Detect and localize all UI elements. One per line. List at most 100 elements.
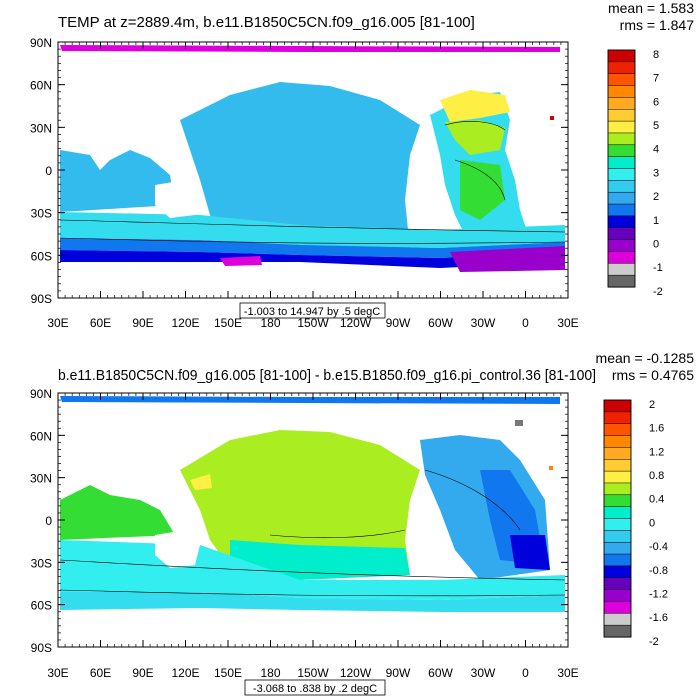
p1-southern-band-2 <box>60 238 565 258</box>
colorbar-swatch <box>603 470 632 484</box>
p1-indian-ocean <box>60 150 175 212</box>
colorbar-label: 6 <box>653 96 659 108</box>
lon-tick-label: 30W <box>471 666 496 680</box>
panel-2-axes: 90N 60N 30N 0 30S 60S 90S 30E 60E 90E 120E 150E 180 1… <box>30 387 579 680</box>
p2-contour-3 <box>424 469 521 531</box>
colorbar-label: 0.8 <box>649 470 664 482</box>
p2-land-southamerica <box>410 505 445 575</box>
p1-north-atlantic-green <box>445 120 505 155</box>
colorbar-swatch <box>607 251 636 264</box>
p2-southern-band-2 <box>60 592 565 612</box>
colorbar-swatch <box>603 447 632 460</box>
colorbar-swatch <box>603 624 632 638</box>
colorbar-label: -2 <box>649 636 659 648</box>
panel-2-rms: rms = 0.4765 <box>612 367 694 383</box>
colorbar-swatch <box>603 565 632 579</box>
lon-tick-label: 60E <box>90 316 111 330</box>
lon-tick-label: 0 <box>522 316 529 330</box>
colorbar-swatch <box>607 132 636 146</box>
colorbar-swatch <box>603 399 632 413</box>
lon-tick-label: 180 <box>260 666 280 680</box>
colorbar-swatch <box>607 215 636 229</box>
p1-ross-magenta <box>220 256 262 266</box>
colorbar-label: 1 <box>653 215 659 227</box>
colorbar-label: -1.6 <box>649 612 668 624</box>
p2-gray-spot <box>515 420 523 426</box>
panel-2-title: b.e11.B1850C5CN.f09_g16.005 [81-100] - b… <box>58 367 596 384</box>
lon-tick-label: 30W <box>471 316 496 330</box>
panel-2-colorbar: 2 1.6 1.2 0.8 0.4 0 -0.4 -0.8 -1.2 -1.6 -2 <box>603 399 668 648</box>
lat-tick-label: 90N <box>30 387 52 401</box>
panel-1-axes: 90N 60N 30N 0 30S 60S 90S 30E 60E 90E 120E 150E 180 1… <box>30 36 579 330</box>
colorbar-swatch <box>607 180 636 193</box>
lon-tick-label: 30E <box>47 316 68 330</box>
colorbar-label: -0.8 <box>649 565 668 577</box>
lat-tick-label: 30S <box>31 207 52 221</box>
lon-tick-label: 150W <box>297 666 329 680</box>
colorbar-swatch <box>603 423 632 437</box>
p2-contour-1 <box>59 559 566 581</box>
lat-tick-label: 60S <box>31 599 52 613</box>
p1-contour-2 <box>59 237 566 244</box>
lon-tick-label: 120E <box>171 666 199 680</box>
p1-southern-band-3 <box>60 250 565 268</box>
panel-1-range-box <box>239 302 386 319</box>
colorbar-label: 0 <box>649 517 655 529</box>
lat-tick-label: 0 <box>45 514 52 528</box>
lon-tick-label: 90W <box>386 316 411 330</box>
colorbar-label: 8 <box>653 49 659 61</box>
lon-tick-label: 30E <box>557 316 578 330</box>
lon-tick-label: 60W <box>428 666 453 680</box>
colorbar-swatch <box>603 518 632 531</box>
p2-arctic-strip <box>60 396 560 404</box>
p2-contour-4 <box>269 529 406 539</box>
colorbar-swatch <box>607 144 636 158</box>
panel-2-range-label: -3.068 to .838 by .2 degC <box>253 683 377 695</box>
lat-tick-label: 60S <box>31 249 52 263</box>
lon-tick-label: 120W <box>340 316 372 330</box>
p1-contour-4 <box>454 159 506 201</box>
p1-southern-band-1 <box>60 212 565 248</box>
colorbar-frame <box>603 399 632 638</box>
colorbar-swatch <box>607 156 636 170</box>
lon-tick-label: 0 <box>522 666 529 680</box>
colorbar-frame <box>607 49 636 288</box>
p2-land-australia <box>155 530 200 568</box>
colorbar-swatch <box>607 109 636 122</box>
colorbar-swatch <box>603 411 632 425</box>
colorbar-swatch <box>603 553 632 567</box>
colorbar-label: 0 <box>653 238 659 250</box>
p1-north-atlantic-yellow <box>440 90 510 122</box>
colorbar-label: 2 <box>649 399 655 411</box>
colorbar-swatch <box>603 530 632 543</box>
lat-tick-label: 90N <box>30 36 52 50</box>
panel-1-rms: rms = 1.847 <box>620 17 695 33</box>
colorbar-label: 7 <box>653 73 659 85</box>
lat-tick-label: 60N <box>30 429 52 443</box>
colorbar-swatch <box>603 482 632 496</box>
colorbar-swatch <box>603 613 632 626</box>
colorbar-label: 1.6 <box>649 423 664 435</box>
p1-arctic-strip <box>60 45 560 52</box>
panel-2: b.e11.B1850C5CN.f09_g16.005 [81-100] - b… <box>30 350 694 696</box>
colorbar-swatch <box>603 589 632 602</box>
colorbar-label: 5 <box>653 120 659 132</box>
colorbar-swatch <box>607 49 636 63</box>
lon-tick-label: 180 <box>260 316 280 330</box>
lon-tick-label: 60E <box>90 666 111 680</box>
lon-tick-label: 30E <box>47 666 68 680</box>
colorbar-label: 3 <box>653 167 659 179</box>
colorbar-label: -0.4 <box>649 541 668 553</box>
colorbar-swatch <box>607 73 636 87</box>
panel-1-colorbar: 8 7 6 5 4 3 2 1 0 -1 -2 <box>607 49 663 298</box>
p1-land-africa <box>510 145 560 210</box>
colorbar-label: -1 <box>653 262 663 274</box>
lon-tick-label: 150E <box>214 316 242 330</box>
p2-atlantic-dark <box>510 535 550 570</box>
lon-tick-label: 120E <box>171 316 199 330</box>
lon-tick-label: 90E <box>132 666 153 680</box>
panel-2-range-box <box>244 679 386 696</box>
colorbar-swatch <box>607 191 636 205</box>
lon-tick-label: 150W <box>297 316 329 330</box>
